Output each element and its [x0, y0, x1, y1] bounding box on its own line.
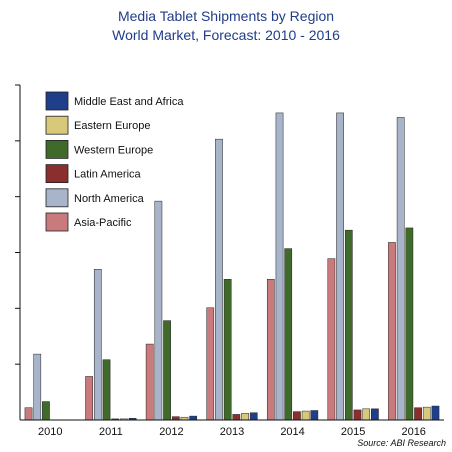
source-note: Source: ABI Research	[357, 438, 446, 448]
x-tick-label-2011: 2011	[99, 426, 123, 438]
legend-swatch-asia-pacific	[45, 212, 69, 232]
bar-eastern-europe-2016	[422, 406, 431, 421]
bar-latin-america-2016	[414, 407, 422, 421]
bar-eastern-europe-2015	[362, 408, 371, 421]
bar-north-america-2015	[336, 112, 344, 421]
bar-asia-pacific-2010	[24, 407, 33, 421]
legend-swatch-latin-america	[45, 164, 69, 184]
axes	[19, 85, 444, 421]
legend-label-eastern-europe: Eastern Europe	[74, 120, 150, 132]
legend-swatch-eastern-europe	[45, 115, 69, 135]
bar-western-europe-2012	[163, 320, 171, 421]
legend-label-western-europe: Western Europe	[74, 144, 153, 156]
bar-north-america-2014	[275, 112, 284, 421]
bar-north-america-2010	[33, 353, 42, 421]
legend-label-asia-pacific: Asia-Pacific	[74, 217, 132, 229]
bar-asia-pacific-2012	[145, 343, 154, 421]
bar-western-europe-2014	[284, 248, 293, 421]
bar-north-america-2012	[154, 200, 163, 421]
y-ticks	[15, 84, 20, 365]
legend-label-north-america: North America	[74, 193, 145, 205]
x-tick-labels: 2010 2011 2012 2013 2014 2015 2016	[38, 426, 426, 438]
bar-middle-east-and-africa-2014	[310, 410, 319, 421]
bar-asia-pacific-2014	[266, 279, 275, 421]
x-tick-label-2012: 2012	[159, 426, 183, 438]
bar-asia-pacific-2015	[327, 258, 336, 421]
bar-western-europe-2015	[344, 229, 353, 421]
x-tick-label-2015: 2015	[341, 426, 365, 438]
bar-asia-pacific-2013	[206, 307, 215, 421]
bar-asia-pacific-2011	[85, 376, 93, 421]
bar-western-europe-2010	[42, 401, 50, 421]
legend-swatch-north-america	[45, 188, 69, 208]
bars-group	[24, 112, 440, 421]
bar-north-america-2016	[396, 117, 405, 421]
x-tick-label-2014: 2014	[280, 426, 304, 438]
legend-label-latin-america: Latin America	[74, 169, 142, 181]
bar-middle-east-and-africa-2016	[431, 405, 440, 421]
x-tick-label-2010: 2010	[38, 426, 62, 438]
legend-swatch-middle-east-and-africa	[45, 91, 69, 111]
x-tick-label-2013: 2013	[220, 426, 244, 438]
bar-middle-east-and-africa-2013	[249, 412, 258, 421]
bar-western-europe-2016	[405, 227, 414, 421]
bar-latin-america-2013	[232, 414, 241, 421]
chart-subtitle: World Market, Forecast: 2010 - 2016	[112, 27, 340, 43]
bar-eastern-europe-2014	[301, 410, 310, 421]
bar-western-europe-2013	[223, 279, 232, 421]
bar-north-america-2011	[93, 269, 102, 421]
x-tick-label-2016: 2016	[401, 426, 425, 438]
legend-swatch-western-europe	[45, 139, 69, 159]
legend: Middle East and Africa Eastern Europe West…	[45, 91, 184, 232]
bar-latin-america-2012	[171, 416, 180, 421]
bar-latin-america-2014	[293, 411, 301, 421]
bar-eastern-europe-2013	[241, 413, 249, 421]
bar-asia-pacific-2016	[388, 242, 396, 421]
bar-north-america-2013	[215, 138, 223, 421]
chart-title: Media Tablet Shipments by Region	[118, 8, 334, 24]
bar-latin-america-2015	[353, 409, 362, 421]
legend-label-middle-east-and-africa: Middle East and Africa	[74, 96, 184, 108]
bar-western-europe-2011	[102, 359, 111, 421]
bar-middle-east-and-africa-2012	[189, 415, 198, 421]
bar-middle-east-and-africa-2015	[371, 408, 379, 421]
